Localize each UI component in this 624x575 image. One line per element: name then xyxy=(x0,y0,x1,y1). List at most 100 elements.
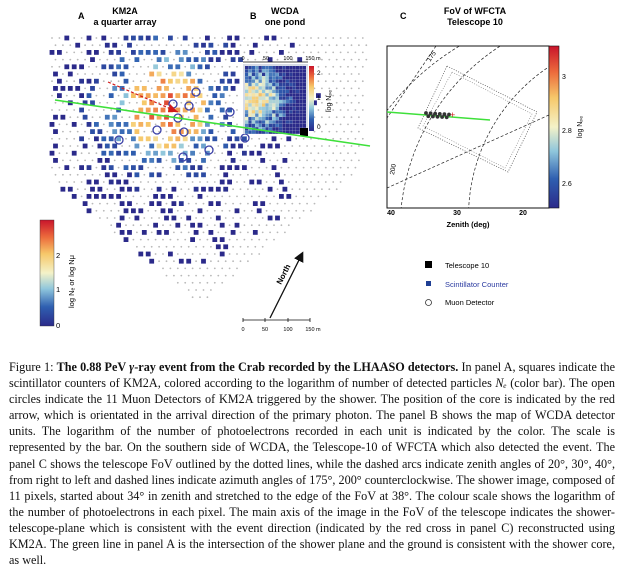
inactive-detector xyxy=(321,159,323,162)
north-label: North xyxy=(275,263,293,286)
scintillator-counter xyxy=(168,64,173,70)
scintillator-counter xyxy=(168,78,173,84)
scintillator-counter xyxy=(234,136,240,142)
wcda-scale-tick-150: 150 m xyxy=(305,56,321,62)
scintillator-counter xyxy=(227,122,232,127)
scintillator-counter xyxy=(271,35,277,41)
inactive-detector xyxy=(165,73,168,75)
inactive-detector xyxy=(224,58,227,61)
scintillator-counter xyxy=(141,230,147,235)
legend-muon-label: Muon Detector xyxy=(445,298,495,307)
inactive-detector xyxy=(221,267,224,270)
inactive-detector xyxy=(139,65,142,68)
inactive-detector xyxy=(328,44,331,47)
scintillator-counter xyxy=(212,136,218,142)
inactive-detector xyxy=(143,217,146,219)
scintillator-counter xyxy=(138,122,144,127)
inactive-detector xyxy=(165,245,168,248)
wcda-cell xyxy=(245,127,249,131)
inactive-detector xyxy=(117,166,120,169)
scintillator-counter xyxy=(190,222,195,228)
scintillator-counter xyxy=(86,50,92,55)
inactive-detector xyxy=(199,37,201,39)
wcda-cell xyxy=(296,113,300,117)
inactive-detector xyxy=(147,224,150,227)
scintillator-counter xyxy=(67,86,73,91)
scintillator-counter xyxy=(223,42,229,48)
scintillator-counter xyxy=(86,194,92,199)
km2a-cbar-tick-1: 1 xyxy=(56,285,60,294)
inactive-detector xyxy=(217,73,220,75)
wcda-cell xyxy=(251,66,255,70)
inactive-detector xyxy=(58,109,61,111)
inactive-detector xyxy=(102,209,105,212)
inactive-detector xyxy=(65,137,68,140)
inactive-detector xyxy=(206,238,209,241)
inactive-detector xyxy=(187,289,190,291)
inactive-detector xyxy=(313,130,316,133)
inactive-detector xyxy=(80,181,83,183)
inactive-detector xyxy=(298,202,301,205)
wcda-cell xyxy=(289,83,293,87)
scintillator-counter xyxy=(79,64,84,70)
inactive-detector xyxy=(202,289,205,291)
scintillator-counter xyxy=(123,150,129,156)
inactive-detector xyxy=(195,274,198,277)
scintillator-counter xyxy=(75,42,81,48)
legend: Telescope 10 Scintillator Counter Muon D… xyxy=(425,261,509,307)
scintillator-counter xyxy=(219,237,225,242)
scintillator-counter xyxy=(123,93,129,98)
inactive-detector xyxy=(239,231,242,234)
inactive-detector xyxy=(158,101,161,104)
scintillator-counter xyxy=(153,136,158,142)
wcda-cell xyxy=(265,96,269,100)
scintillator-counter xyxy=(123,208,129,214)
inactive-detector xyxy=(261,58,264,61)
wcda-cell xyxy=(255,100,259,104)
scintillator-counter xyxy=(49,150,55,156)
inactive-detector xyxy=(358,130,360,133)
inactive-detector xyxy=(169,224,172,227)
wcda-cell xyxy=(258,86,262,90)
inactive-detector xyxy=(51,166,53,169)
inactive-detector xyxy=(350,44,353,47)
inactive-detector xyxy=(339,80,342,83)
wcda-cell xyxy=(262,76,266,80)
inactive-detector xyxy=(173,260,175,263)
wcda-cell xyxy=(258,130,262,134)
inactive-detector xyxy=(361,37,364,39)
scintillator-counter xyxy=(138,35,144,41)
inactive-detector xyxy=(121,173,123,176)
inactive-detector xyxy=(221,65,224,68)
inactive-detector xyxy=(117,80,120,83)
inactive-detector xyxy=(213,224,216,227)
inactive-detector xyxy=(51,109,53,111)
wcda-cell xyxy=(282,89,286,93)
wcda-cell xyxy=(262,120,266,124)
inactive-detector xyxy=(191,181,194,183)
scintillator-counter xyxy=(116,150,121,156)
fov-xtick-40: 40 xyxy=(387,210,395,217)
inactive-detector xyxy=(321,130,323,133)
inactive-detector xyxy=(165,130,168,133)
wcda-cell xyxy=(251,123,255,127)
inactive-detector xyxy=(350,73,353,75)
scintillator-counter xyxy=(64,165,70,170)
wcda-cell xyxy=(289,123,293,127)
wcda-cell xyxy=(285,123,289,127)
wcda-cell xyxy=(299,100,303,104)
inactive-detector xyxy=(343,130,345,133)
wcda-cell xyxy=(245,69,249,73)
inactive-detector xyxy=(184,123,187,126)
wcda-cell xyxy=(268,86,272,90)
inactive-detector xyxy=(298,44,301,47)
wcda-cell xyxy=(299,106,303,110)
wcda-cell xyxy=(251,130,255,134)
wcda-cell xyxy=(251,83,255,87)
inactive-detector xyxy=(102,51,105,54)
wcda-cell xyxy=(258,89,262,93)
inactive-detector xyxy=(154,123,157,126)
wcda-cell xyxy=(262,130,266,134)
wcda-cell xyxy=(282,110,286,114)
scintillator-counter xyxy=(238,143,243,149)
